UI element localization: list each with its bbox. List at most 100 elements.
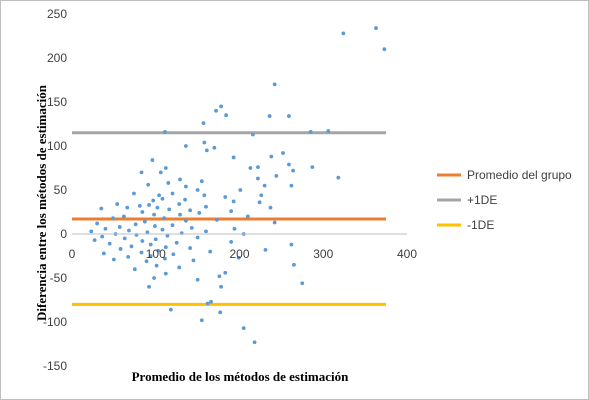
data-point bbox=[117, 225, 122, 229]
data-point bbox=[152, 212, 156, 217]
y-tick-label: -50 bbox=[50, 271, 68, 285]
data-point bbox=[142, 219, 147, 224]
y-tick-label: -100 bbox=[43, 315, 67, 329]
data-point bbox=[163, 130, 167, 134]
legend-label: Promedio del grupo bbox=[467, 168, 572, 182]
y-tick-label: 100 bbox=[47, 139, 67, 153]
data-point bbox=[122, 214, 126, 219]
reference-lines bbox=[72, 131, 387, 306]
data-point bbox=[268, 205, 273, 210]
data-point bbox=[308, 130, 313, 134]
data-point bbox=[127, 228, 131, 233]
y-tick-label: 150 bbox=[47, 95, 67, 109]
data-point bbox=[238, 188, 243, 192]
data-point bbox=[118, 247, 123, 251]
data-point bbox=[153, 224, 157, 228]
data-point bbox=[205, 301, 210, 306]
data-point bbox=[204, 204, 208, 209]
data-point bbox=[151, 198, 156, 203]
data-point bbox=[191, 258, 196, 263]
data-point bbox=[274, 174, 279, 178]
data-point bbox=[209, 299, 213, 304]
data-point bbox=[195, 277, 200, 282]
data-point bbox=[223, 195, 228, 199]
data-point bbox=[300, 281, 305, 286]
data-point bbox=[184, 218, 188, 223]
data-point bbox=[217, 274, 222, 279]
data-point bbox=[166, 181, 171, 185]
data-point bbox=[291, 168, 295, 173]
data-point bbox=[146, 182, 151, 187]
data-point bbox=[197, 210, 202, 215]
data-point bbox=[145, 230, 150, 235]
data-point bbox=[229, 240, 234, 244]
data-point bbox=[223, 270, 228, 275]
data-point bbox=[174, 240, 179, 245]
data-point bbox=[204, 148, 209, 153]
data-point bbox=[195, 235, 200, 240]
y-tick-labels: 250 200 150 100 50 0 -50 -100 -150 bbox=[43, 7, 67, 373]
data-point bbox=[272, 220, 277, 225]
data-point bbox=[100, 234, 105, 239]
data-point bbox=[214, 108, 218, 113]
data-point bbox=[336, 175, 341, 180]
data-point bbox=[201, 121, 206, 126]
data-point bbox=[292, 262, 296, 267]
data-point bbox=[231, 155, 236, 160]
data-point bbox=[272, 82, 277, 87]
data-point bbox=[157, 193, 162, 198]
data-point bbox=[140, 210, 145, 214]
data-point bbox=[202, 140, 207, 145]
data-point bbox=[171, 252, 176, 257]
data-point bbox=[188, 208, 192, 213]
data-point bbox=[231, 199, 236, 204]
data-point bbox=[137, 203, 142, 208]
data-point bbox=[132, 267, 137, 272]
data-point bbox=[103, 226, 108, 231]
data-point bbox=[188, 246, 192, 250]
data-point bbox=[156, 248, 161, 253]
data-points bbox=[89, 26, 387, 345]
data-point bbox=[170, 223, 175, 228]
data-point bbox=[219, 104, 223, 109]
data-point bbox=[160, 196, 165, 201]
data-point bbox=[184, 184, 188, 189]
data-point bbox=[126, 254, 131, 259]
data-point bbox=[132, 191, 136, 196]
data-point bbox=[177, 265, 182, 270]
data-point bbox=[125, 205, 130, 210]
data-point bbox=[178, 212, 182, 217]
data-point bbox=[214, 218, 219, 222]
data-point bbox=[162, 216, 167, 221]
data-point bbox=[150, 158, 155, 162]
data-point bbox=[147, 203, 151, 207]
data-point bbox=[218, 310, 223, 315]
data-point bbox=[199, 179, 204, 184]
data-point bbox=[170, 191, 175, 196]
data-point bbox=[167, 207, 172, 212]
data-point bbox=[189, 225, 194, 230]
data-point bbox=[289, 242, 294, 247]
data-point bbox=[168, 307, 173, 312]
x-tick-label: 200 bbox=[229, 247, 249, 261]
data-point bbox=[310, 165, 315, 170]
data-point bbox=[95, 221, 100, 226]
data-point bbox=[115, 202, 120, 206]
data-point bbox=[204, 229, 208, 234]
data-point bbox=[148, 254, 153, 258]
data-point bbox=[199, 318, 204, 323]
data-point bbox=[229, 209, 234, 214]
data-point bbox=[287, 114, 291, 118]
data-point bbox=[140, 239, 145, 243]
data-point bbox=[251, 132, 255, 137]
legend-label: -1DE bbox=[467, 218, 494, 232]
data-point bbox=[122, 236, 127, 241]
data-point bbox=[89, 229, 94, 234]
data-point bbox=[183, 197, 187, 202]
data-point bbox=[133, 222, 138, 227]
x-tick-label: 100 bbox=[146, 247, 166, 261]
legend: Promedio del grupo +1DE -1DE bbox=[437, 168, 572, 232]
x-axis-title: Promedio de los métodos de estimación bbox=[132, 369, 350, 384]
